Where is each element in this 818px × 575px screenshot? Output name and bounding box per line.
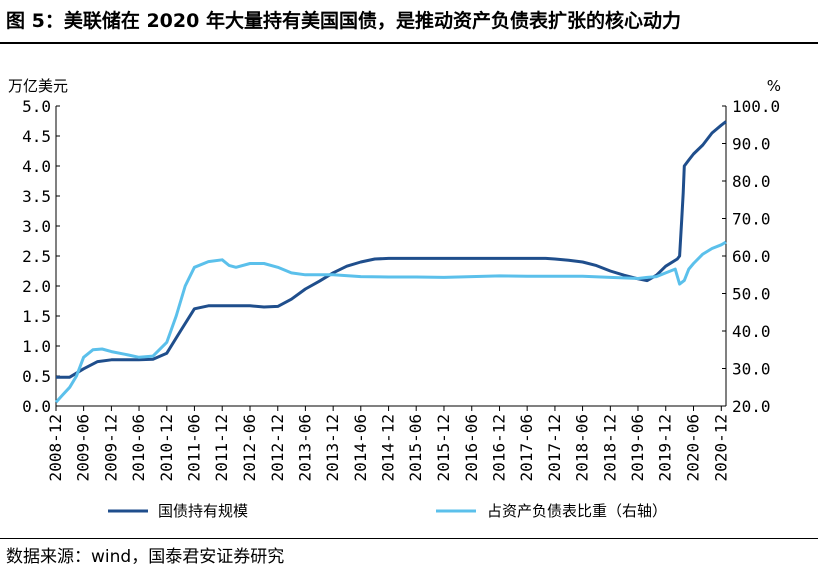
series-line-holdings bbox=[56, 120, 727, 379]
left-tick-label: 2.5 bbox=[22, 247, 51, 266]
legend: 国债持有规模 占资产负债表比重（右轴） bbox=[108, 502, 667, 520]
x-tick-label: 2010-12 bbox=[157, 414, 176, 481]
left-axis-unit: 万亿美元 bbox=[8, 77, 68, 95]
right-tick-label: 60.0 bbox=[732, 247, 771, 266]
left-tick-label: 0.0 bbox=[22, 397, 51, 416]
x-tick-label: 2018-06 bbox=[573, 414, 592, 481]
series-line-share bbox=[54, 240, 727, 404]
x-tick-label: 2014-06 bbox=[351, 414, 370, 481]
left-tick-label: 1.0 bbox=[22, 337, 51, 356]
left-tick-label: 3.5 bbox=[22, 187, 51, 206]
x-tick-label: 2017-12 bbox=[545, 414, 564, 481]
right-tick-label: 20.0 bbox=[732, 397, 771, 416]
x-tick-label: 2015-06 bbox=[406, 414, 425, 481]
left-tick-label: 5.0 bbox=[22, 97, 51, 116]
x-tick-label: 2012-06 bbox=[240, 414, 259, 481]
x-tick-label: 2015-12 bbox=[434, 414, 453, 481]
line-chart: 万亿美元 % 0.0 0.5 1.0 1.5 2.0 2.5 3.0 3.5 4.0 4.5 5.0… bbox=[8, 77, 781, 520]
x-tick-label: 2012-12 bbox=[268, 414, 287, 481]
x-tick-label: 2018-12 bbox=[600, 414, 619, 481]
right-axis-unit: % bbox=[767, 77, 781, 95]
x-tick-label: 2011-12 bbox=[212, 414, 231, 481]
source-rule bbox=[0, 538, 818, 539]
left-tick-label: 0.5 bbox=[22, 367, 51, 386]
title-rule bbox=[0, 42, 818, 44]
left-tick-label: 1.5 bbox=[22, 307, 51, 326]
axes: 0.0 0.5 1.0 1.5 2.0 2.5 3.0 3.5 4.0 4.5 5.0 20.0 30.… bbox=[22, 97, 780, 481]
series-layer bbox=[54, 120, 727, 404]
legend-label: 占资产负债表比重（右轴） bbox=[487, 502, 667, 520]
left-tick-label: 3.0 bbox=[22, 217, 51, 236]
right-tick-label: 100.0 bbox=[732, 97, 780, 116]
right-tick-label: 50.0 bbox=[732, 285, 771, 304]
x-tick-label: 2011-06 bbox=[184, 414, 203, 481]
right-tick-label: 30.0 bbox=[732, 360, 771, 379]
x-tick-label: 2016-12 bbox=[490, 414, 509, 481]
right-tick-label: 40.0 bbox=[732, 322, 771, 341]
x-tick-label: 2008-12 bbox=[46, 414, 65, 481]
x-tick-label: 2009-06 bbox=[74, 414, 93, 481]
x-tick-label: 2020-12 bbox=[711, 414, 730, 481]
x-tick-label: 2014-12 bbox=[379, 414, 398, 481]
x-tick-label: 2016-06 bbox=[462, 414, 481, 481]
legend-label: 国债持有规模 bbox=[158, 502, 248, 520]
left-tick-label: 2.0 bbox=[22, 277, 51, 296]
left-tick-label: 4.0 bbox=[22, 157, 51, 176]
x-tick-label: 2013-12 bbox=[323, 414, 342, 481]
right-tick-label: 70.0 bbox=[732, 210, 771, 229]
x-tick-label: 2009-12 bbox=[101, 414, 120, 481]
right-tick-label: 80.0 bbox=[732, 172, 771, 191]
x-tick-label: 2020-06 bbox=[684, 414, 703, 481]
figure-title: 图 5：美联储在 2020 年大量持有美国国债，是推动资产负债表扩张的核心动力 bbox=[6, 10, 681, 32]
x-tick-label: 2010-06 bbox=[129, 414, 148, 481]
x-tick-label: 2017-06 bbox=[517, 414, 536, 481]
x-tick-label: 2019-06 bbox=[628, 414, 647, 481]
left-tick-label: 4.5 bbox=[22, 127, 51, 146]
x-tick-label: 2013-06 bbox=[295, 414, 314, 481]
source-note: 数据来源：wind，国泰君安证券研究 bbox=[6, 547, 285, 567]
x-tick-label: 2019-12 bbox=[656, 414, 675, 481]
right-tick-label: 90.0 bbox=[732, 135, 771, 154]
